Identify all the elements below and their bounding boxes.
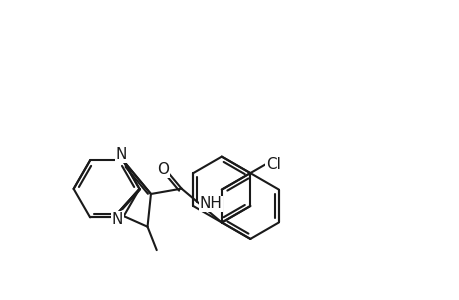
Text: N: N [112, 212, 123, 227]
Text: NH: NH [199, 196, 222, 211]
Text: Cl: Cl [266, 157, 280, 172]
Text: O: O [157, 162, 169, 177]
Text: N: N [116, 147, 127, 162]
